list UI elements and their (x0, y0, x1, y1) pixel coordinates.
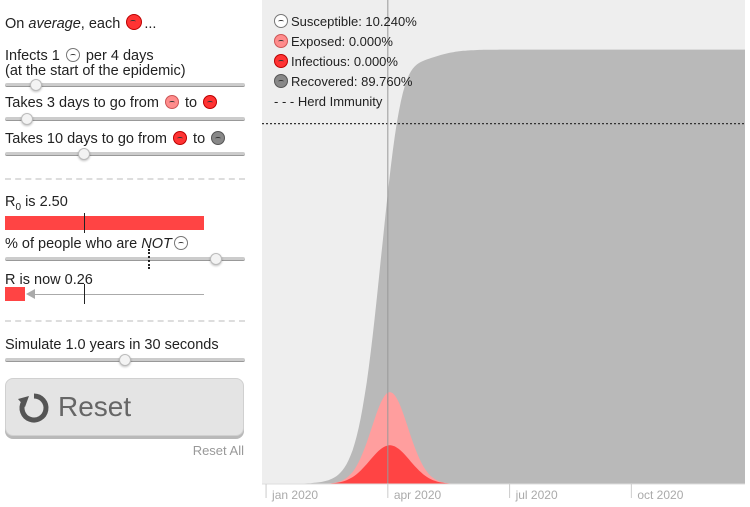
r0-label: R0 is 2.50 (5, 194, 68, 213)
reset-all-link[interactable]: Reset All (192, 443, 244, 458)
chart-svg: jan 2020 apr 2020 jul 2020 oct 2020 (262, 0, 745, 502)
slider-knob[interactable] (210, 253, 223, 265)
exposed-duration-slider[interactable] (5, 113, 245, 125)
divider (5, 178, 245, 180)
slider-knob[interactable] (78, 148, 91, 160)
face-susceptible-icon (173, 236, 188, 250)
face-recovered-icon (211, 131, 226, 145)
face-exposed-icon (274, 34, 288, 48)
simulation-speed-slider[interactable] (5, 354, 245, 366)
legend-herd-immunity: - - - Herd Immunity (274, 94, 383, 109)
reset-icon (18, 393, 49, 423)
arrow-left-icon (26, 289, 35, 299)
legend: Susceptible: 10.240% Exposed: 0.000% Inf… (272, 12, 417, 112)
exposed-duration-text: Takes 3 days to go from to (5, 95, 219, 112)
face-susceptible-icon (274, 14, 288, 28)
controls-panel: On average, each ... Infects 1 per 4 day… (0, 0, 250, 507)
infectious-duration-slider[interactable] (5, 148, 245, 160)
slider-knob[interactable] (20, 113, 33, 125)
infects-note: (at the start of the epidemic) (5, 63, 186, 79)
face-susceptible-icon (65, 48, 80, 62)
face-infectious-icon (173, 131, 188, 145)
not-susceptible-text: % of people who are NOT (5, 236, 190, 253)
legend-infectious: Infectious: 0.000% (272, 52, 417, 72)
r0-bar (5, 216, 204, 230)
r1-marker (84, 284, 85, 304)
divider (5, 320, 245, 322)
simulate-text: Simulate 1.0 years in 30 seconds (5, 337, 219, 353)
r-now-label: R is now 0.26 (5, 272, 93, 288)
slider-knob[interactable] (30, 79, 43, 91)
reset-button[interactable]: Reset (5, 378, 244, 436)
legend-exposed: Exposed: 0.000% (272, 32, 417, 52)
r1-marker (84, 213, 85, 233)
r-now-bar (5, 287, 25, 301)
infects-text: Infects 1 per 4 days (5, 48, 154, 64)
recovered-area (262, 49, 745, 484)
x-tick-label: apr 2020 (394, 488, 442, 502)
x-tick-label: jan 2020 (271, 488, 318, 502)
reset-label: Reset (58, 391, 132, 422)
face-infectious-icon (274, 54, 288, 68)
legend-susceptible: Susceptible: 10.240% (272, 12, 417, 32)
infectious-duration-text: Takes 10 days to go from to (5, 131, 227, 148)
x-tick-label: oct 2020 (637, 488, 683, 502)
arrow-line (34, 294, 204, 295)
infectious-area (262, 445, 745, 484)
epidemic-chart: jan 2020 apr 2020 jul 2020 oct 2020 Suscept… (262, 0, 750, 507)
face-exposed-icon (164, 95, 179, 109)
infection-rate-slider[interactable] (5, 79, 245, 91)
herd-immunity-marker (148, 249, 150, 269)
face-infectious-icon (203, 95, 218, 109)
not-susceptible-slider[interactable] (5, 253, 245, 265)
intro-text: On average, each ... (5, 14, 157, 32)
slider-knob[interactable] (119, 354, 131, 366)
face-infectious-icon (126, 14, 143, 30)
legend-recovered: Recovered: 89.760% (272, 72, 417, 92)
face-recovered-icon (274, 74, 288, 88)
x-ticks: jan 2020 apr 2020 jul 2020 oct 2020 (265, 484, 684, 502)
x-tick-label: jul 2020 (515, 488, 558, 502)
